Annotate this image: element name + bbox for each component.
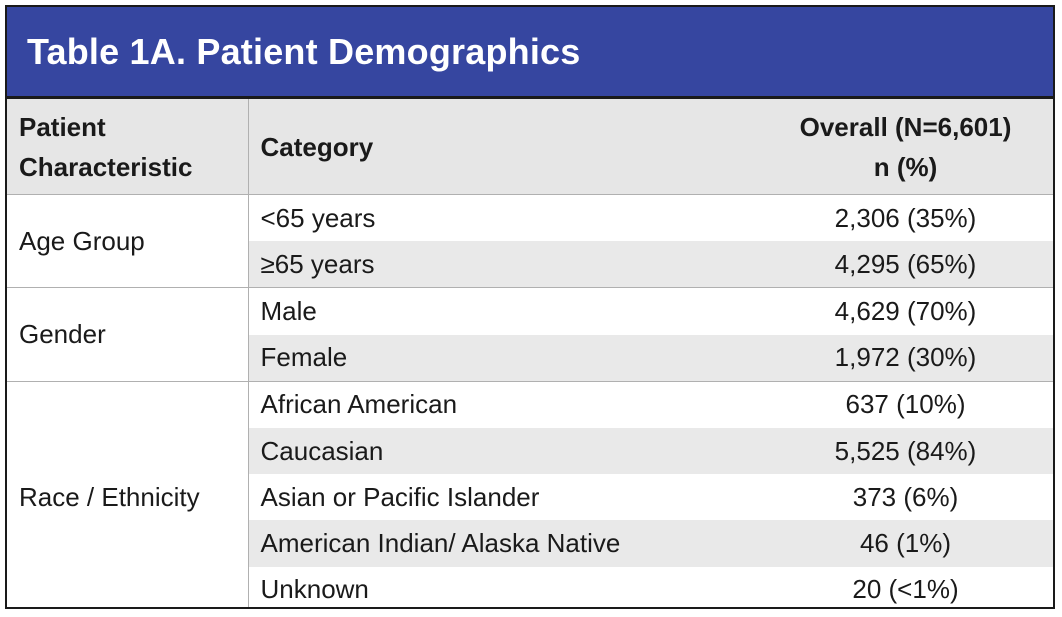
- table-row: ≥65 years 4,295 (65%): [7, 241, 1053, 288]
- table-row: Gender Male 4,629 (70%): [7, 287, 1053, 382]
- category-cell: <65 years: [248, 194, 718, 242]
- category-cell: Caucasian: [248, 427, 718, 475]
- header-overall: Overall (N=6,601) n (%): [718, 99, 1053, 195]
- value-cell: 2,306 (35%): [718, 194, 1053, 242]
- value-cell: 4,295 (65%): [718, 241, 1053, 288]
- value-cell: 1,972 (30%): [718, 334, 1053, 382]
- table-row: Asian or Pacific Islander 373 (6%): [7, 474, 1053, 520]
- table-row: American Indian/ Alaska Native 46 (1%): [7, 520, 1053, 567]
- value-cell: 46 (1%): [718, 520, 1053, 567]
- table-frame: Table 1A. Patient Demographics Patient C…: [5, 5, 1055, 609]
- value-cell: 20 (<1%): [852, 574, 959, 605]
- table-row: Unknown 20 (<1%): [7, 567, 1053, 608]
- category-cell: Unknown: [260, 574, 369, 605]
- header-overall-line1: Overall (N=6,601): [799, 111, 1012, 142]
- header-row: Patient Characteristic Category Overall …: [7, 99, 1053, 195]
- value-cell: 373 (6%): [852, 481, 959, 512]
- value-cell: 637 (10%): [718, 380, 1053, 428]
- header-characteristic-line1: Patient: [19, 111, 106, 142]
- value-cell: 5,525 (84%): [718, 427, 1053, 475]
- table-row: Female 1,972 (30%): [7, 334, 1053, 382]
- table-row: Age Group <65 years 2,306 (35%): [7, 193, 1053, 288]
- header-characteristic-line2: Characteristic: [19, 151, 193, 182]
- category-cell: African American: [248, 380, 718, 428]
- header-category: Category: [248, 99, 718, 195]
- category-cell: Asian or Pacific Islander: [260, 481, 540, 512]
- table-row: Caucasian 5,525 (84%): [7, 427, 1053, 475]
- category-cell: ≥65 years: [248, 241, 718, 288]
- characteristic-cell: Race / Ethnicity: [7, 380, 249, 607]
- table-title: Table 1A. Patient Demographics: [27, 30, 581, 72]
- characteristic-cell: Age Group: [7, 193, 249, 288]
- category-cell: Male: [248, 287, 718, 335]
- value-cell: 4,629 (70%): [718, 287, 1053, 335]
- table-row: Race / Ethnicity African American 637 (1…: [7, 380, 1053, 607]
- characteristic-cell: Gender: [7, 287, 249, 382]
- category-cell: Female: [248, 334, 718, 382]
- demographics-table: Patient Characteristic Category Overall …: [7, 99, 1053, 608]
- title-bar: Table 1A. Patient Demographics: [7, 7, 1053, 99]
- header-characteristic: Patient Characteristic: [7, 99, 249, 195]
- category-cell: American Indian/ Alaska Native: [248, 520, 718, 567]
- header-overall-line2: n (%): [873, 151, 938, 182]
